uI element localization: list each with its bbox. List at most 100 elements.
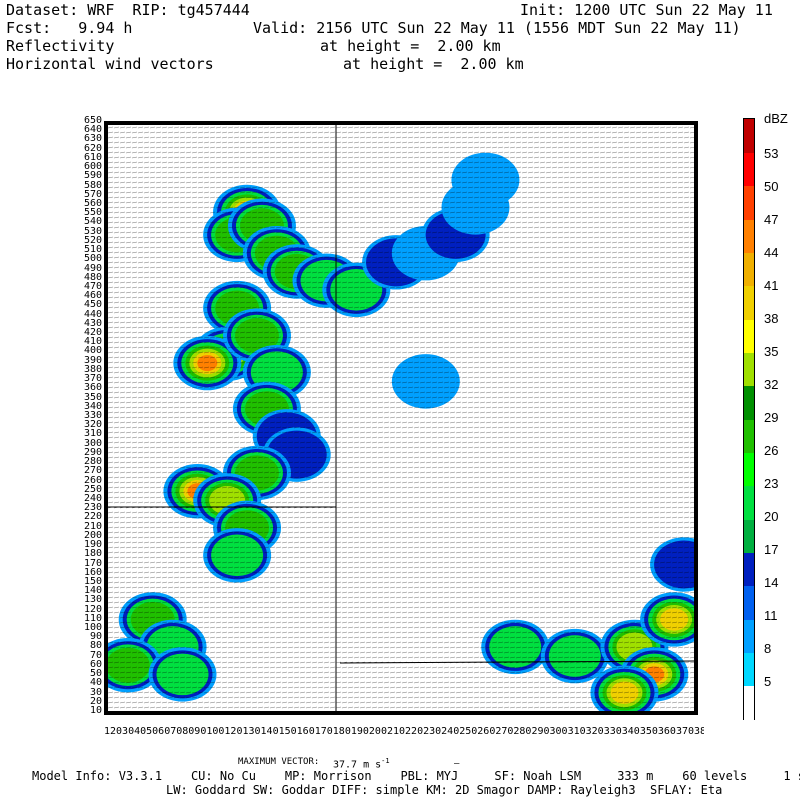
y-tick-label: 620 — [84, 142, 103, 154]
colorbar-level-label: 53 — [764, 146, 779, 161]
init-time-label: Init: 1200 UTC Sun 22 May 11 — [520, 1, 773, 19]
colorbar-segment — [744, 385, 754, 420]
y-tick-label: 220 — [84, 511, 103, 523]
y-tick-label: 250 — [84, 483, 103, 495]
colorbar-level-label: 47 — [764, 212, 779, 227]
y-tick-label: 530 — [84, 225, 103, 237]
y-tick-label: 70 — [89, 649, 102, 661]
y-tick-label: 380 — [84, 363, 103, 375]
colorbar-segment — [744, 252, 754, 287]
colorbar-level-label: 44 — [764, 245, 779, 260]
y-tick-label: 590 — [84, 170, 103, 182]
colorbar-level-label: 41 — [764, 278, 779, 293]
y-tick-label: 560 — [84, 197, 103, 209]
valid-time-label: Valid: 2156 UTC Sun 22 May 11 (1556 MDT … — [253, 19, 741, 37]
colorbar-segment — [744, 485, 754, 520]
colorbar-segment — [744, 452, 754, 487]
colorbar-level-label: 23 — [764, 476, 779, 491]
y-tick-label: 50 — [89, 668, 102, 680]
y-tick-label: 270 — [84, 465, 103, 477]
colorbar — [743, 118, 755, 720]
y-tick-label: 200 — [84, 529, 103, 541]
y-tick-label: 90 — [89, 631, 102, 643]
model-info-line2: LW: Goddard SW: Goddar DIFF: simple KM: … — [166, 783, 723, 797]
y-tick-label: 210 — [84, 520, 103, 532]
reflectivity-map — [108, 125, 694, 711]
max-vector-arrow: – — [454, 759, 460, 769]
y-tick-label: 310 — [84, 428, 103, 440]
y-tick-label: 240 — [84, 492, 103, 504]
y-tick-label: 450 — [84, 299, 103, 311]
y-tick-label: 150 — [84, 575, 103, 587]
y-tick-label: 520 — [84, 234, 103, 246]
state-boundary-line — [339, 660, 694, 664]
y-tick-label: 430 — [84, 317, 103, 329]
colorbar-segment — [744, 419, 754, 453]
colorbar-segment — [744, 285, 754, 320]
field1-label: Reflectivity — [6, 37, 115, 55]
y-tick-label: 60 — [89, 658, 102, 670]
y-tick-label: 290 — [84, 446, 103, 458]
x-axis-ticks: 1203040506070809010012013014015016017018… — [104, 726, 704, 737]
y-tick-label: 80 — [89, 640, 102, 652]
wind-vector-field — [108, 125, 694, 711]
colorbar-segment — [744, 585, 754, 620]
dataset-label: Dataset: WRF RIP: tg457444 — [6, 1, 250, 19]
y-tick-label: 320 — [84, 419, 103, 431]
colorbar-level-label: 11 — [764, 608, 778, 623]
y-tick-label: 570 — [84, 188, 103, 200]
colorbar-level-label: 17 — [764, 542, 779, 557]
y-tick-label: 130 — [84, 594, 103, 606]
y-tick-label: 40 — [89, 677, 102, 689]
field1-height-label: at height = 2.00 km — [320, 37, 501, 55]
colorbar-level-label: 5 — [764, 674, 772, 689]
y-tick-label: 460 — [84, 290, 103, 302]
y-tick-label: 410 — [84, 336, 103, 348]
model-info-line1: Model Info: V3.3.1 CU: No Cu MP: Morriso… — [32, 769, 800, 783]
y-tick-label: 230 — [84, 502, 103, 514]
y-tick-label: 550 — [84, 207, 103, 219]
forecast-hour-label: Fcst: 9.94 h — [6, 19, 133, 37]
colorbar-level-label: 26 — [764, 443, 779, 458]
y-tick-label: 490 — [84, 262, 103, 274]
colorbar-level-label: 8 — [764, 641, 772, 656]
y-tick-label: 390 — [84, 354, 103, 366]
colorbar-level-label: 14 — [764, 575, 779, 590]
y-tick-label: 400 — [84, 345, 103, 357]
y-tick-label: 640 — [84, 124, 103, 136]
colorbar-segment — [744, 319, 754, 353]
y-tick-label: 650 — [84, 115, 103, 126]
colorbar-level-label: 50 — [764, 179, 779, 194]
max-vector-label: MAXIMUM VECTOR: — [238, 757, 320, 767]
y-tick-label: 170 — [84, 557, 103, 569]
y-tick-label: 350 — [84, 391, 103, 403]
y-tick-label: 190 — [84, 539, 103, 551]
y-tick-label: 180 — [84, 548, 103, 560]
y-tick-label: 370 — [84, 373, 103, 385]
y-tick-label: 610 — [84, 151, 103, 163]
y-tick-label: 340 — [84, 400, 103, 412]
y-tick-label: 120 — [84, 603, 103, 615]
colorbar-segment — [744, 352, 754, 387]
y-tick-label: 470 — [84, 280, 103, 292]
y-tick-label: 500 — [84, 253, 103, 265]
colorbar-segment — [744, 685, 754, 720]
y-tick-label: 20 — [89, 695, 102, 707]
colorbar-segment — [744, 619, 754, 653]
y-tick-label: 510 — [84, 244, 103, 256]
y-tick-label: 300 — [84, 437, 103, 449]
plot-area — [104, 121, 698, 715]
max-vector-value: 37.7 m s-1 — [333, 757, 390, 771]
colorbar-level-label: 29 — [764, 410, 779, 425]
colorbar-segment — [744, 119, 754, 153]
y-tick-label: 630 — [84, 133, 103, 145]
y-tick-label: 580 — [84, 179, 103, 191]
y-tick-label: 440 — [84, 308, 103, 320]
y-tick-label: 260 — [84, 474, 103, 486]
colorbar-unit: dBZ — [764, 111, 788, 126]
y-tick-label: 540 — [84, 216, 103, 228]
field2-height-label: at height = 2.00 km — [343, 55, 524, 73]
y-tick-label: 360 — [84, 382, 103, 394]
colorbar-level-label: 38 — [764, 311, 779, 326]
y-tick-label: 330 — [84, 410, 103, 421]
